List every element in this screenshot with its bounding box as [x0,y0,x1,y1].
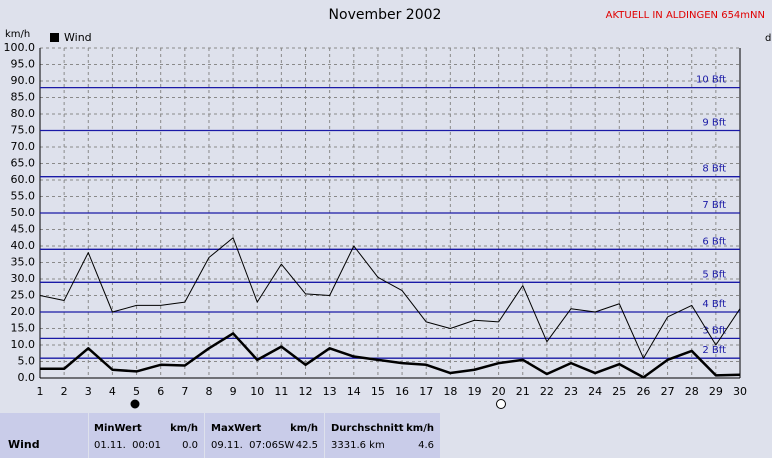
y-tick-label: 90.0 [11,74,36,87]
x-tick-label: 28 [685,385,699,398]
x-tick-label: 3 [85,385,92,398]
y-tick-label: 65.0 [11,157,36,170]
x-tick-label: 21 [516,385,530,398]
x-tick-label: 27 [661,385,675,398]
x-tick-label: 29 [709,385,723,398]
y-tick-label: 60.0 [11,173,36,186]
stats-cell [205,413,324,458]
full-moon-icon [496,399,506,409]
x-tick-label: 4 [109,385,116,398]
y-tick-label: 30.0 [11,272,36,285]
stats-cell [325,413,440,458]
beaufort-label: 10 Bft [696,75,726,86]
stats-unit: km/h [170,423,198,434]
new-moon-icon [130,399,140,409]
x-tick-label: 22 [540,385,554,398]
beaufort-label: 4 Bft [702,299,726,310]
x-tick-label: 1 [37,385,44,398]
x-tick-label: 18 [443,385,457,398]
x-tick-label: 12 [299,385,313,398]
x-tick-label: 23 [564,385,578,398]
x-tick-label: 13 [323,385,337,398]
y-tick-label: 100.0 [4,41,36,54]
stats-time: 01.11. 00:01 [94,440,161,451]
y-tick-label: 20.0 [11,305,36,318]
beaufort-label: 8 Bft [702,164,726,175]
stats-unit: km/h [290,423,318,434]
stats-value: 4.6 [418,440,434,451]
x-tick-label: 26 [636,385,650,398]
x-tick-label: 8 [205,385,212,398]
y-tick-label: 25.0 [11,289,36,302]
beaufort-label: 6 Bft [702,236,726,247]
x-tick-label: 16 [395,385,409,398]
x-tick-label: 15 [371,385,385,398]
y-axis-label: km/h [5,29,30,40]
beaufort-label: 7 Bft [702,200,726,211]
y-tick-label: 5.0 [18,355,36,368]
y-tick-label: 40.0 [11,239,36,252]
x-tick-label: 11 [274,385,288,398]
x-tick-label: 17 [419,385,433,398]
data-line [40,332,741,379]
stats-time: 3331.6 km [331,440,385,451]
stats-header: MaxWert [211,423,262,434]
x-tick-label: 9 [230,385,237,398]
y-tick-label: 0.0 [18,371,36,384]
stats-value: 0.0 [182,440,198,451]
x-tick-label: 19 [467,385,481,398]
chart-title: November 2002 [329,7,442,23]
x-tick-label: 20 [492,385,506,398]
y-tick-label: 85.0 [11,91,36,104]
beaufort-label: 2 Bft [702,345,726,356]
x-tick-label: 30 [733,385,747,398]
x-tick-label: 14 [347,385,361,398]
x-tick-label: 7 [181,385,188,398]
stats-time: 09.11. 07:06SW [211,440,294,451]
y-tick-label: 95.0 [11,58,36,71]
y-tick-label: 70.0 [11,140,36,153]
stats-header: MinWert [94,423,142,434]
y-tick-label: 10.0 [11,338,36,351]
stats-row-label: Wind [8,438,40,451]
subtitle: AKTUELL IN ALDINGEN 654mNN [606,10,765,21]
stats-cell [89,413,204,458]
x-tick-label: 6 [157,385,164,398]
y-tick-label: 55.0 [11,190,36,203]
beaufort-label: 3 Bft [702,325,726,336]
y-tick-label: 75.0 [11,124,36,137]
legend-swatch [50,33,59,42]
data-line [39,237,741,359]
y-tick-label: 45.0 [11,223,36,236]
x-tick-label: 24 [588,385,602,398]
stats-cell [0,413,88,458]
y-tick-label: 15.0 [11,322,36,335]
stats-unit: km/h [406,423,434,434]
y-tick-label: 35.0 [11,256,36,269]
x-tick-label: 5 [133,385,140,398]
x-tick-label: 25 [612,385,626,398]
y-tick-label: 80.0 [11,107,36,120]
legend-label: Wind [64,31,92,44]
x-tick-label: 2 [61,385,68,398]
stats-header: Durchschnitt [331,423,404,434]
y2-axis-label: d [765,33,771,44]
x-tick-label: 10 [250,385,264,398]
beaufort-label: 5 Bft [702,269,726,280]
stats-value: 42.5 [296,440,318,451]
y-tick-label: 50.0 [11,206,36,219]
beaufort-label: 9 Bft [702,118,726,129]
